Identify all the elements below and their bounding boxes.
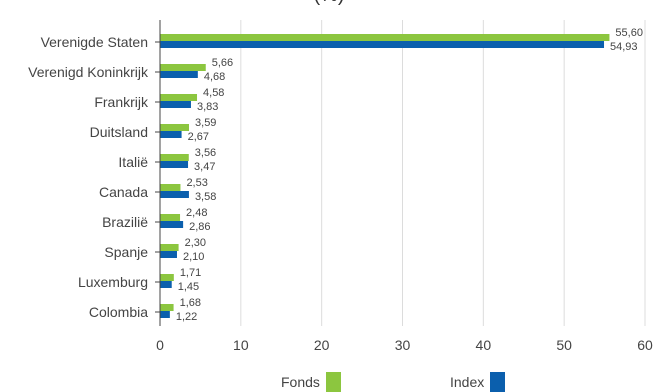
bar-index [160,221,184,228]
value-label-index: 3,47 [194,161,215,173]
x-tick-label: 40 [476,337,492,353]
value-label-index: 54,93 [610,41,638,53]
value-label-index: 1,22 [176,311,197,323]
bar-index [160,101,191,108]
legend-item-index: Index [450,372,506,392]
x-tick-label: 30 [395,337,411,353]
value-label-index: 4,68 [204,71,225,83]
x-tick-label: 20 [314,337,330,353]
value-label-index: 2,86 [189,221,210,233]
bar-fonds [160,124,190,131]
value-label-index: 3,58 [195,191,216,203]
legend-swatch-fonds [325,372,341,392]
legend-item-fonds: Fonds [281,372,341,392]
value-label-fonds: 5,66 [212,57,233,69]
legend-label-fonds: Fonds [281,374,320,390]
value-label-fonds: 3,59 [195,117,216,129]
category-label: Italië [118,154,148,170]
bar-index [160,131,182,138]
value-label-fonds: 3,56 [195,147,216,159]
bar-index [160,41,605,48]
value-label-fonds: 2,53 [186,177,207,189]
bar-fonds [160,244,179,251]
x-tick-label: 50 [556,337,572,353]
bar-fonds [160,64,206,71]
category-label: Brazilië [102,214,148,230]
x-tick-label: 10 [233,337,249,353]
bar-index [160,281,172,288]
bar-fonds [160,184,181,191]
value-label-fonds: 4,58 [203,87,224,99]
value-label-index: 1,45 [178,281,199,293]
value-label-index: 3,83 [197,101,218,113]
value-label-fonds: 1,71 [180,267,201,279]
category-label: Spanje [104,244,148,260]
category-label: Canada [99,184,148,200]
bar-index [160,191,189,198]
x-tick-label: 60 [637,337,653,353]
category-label: Duitsland [90,124,148,140]
bar-fonds [160,304,174,311]
category-label: Colombia [89,304,148,320]
value-label-index: 2,10 [183,251,204,263]
chart-title: (%) [0,0,658,7]
x-tick-label: 0 [156,337,164,353]
value-label-fonds: 2,48 [186,207,207,219]
bar-index [160,311,170,318]
legend-label-index: Index [450,374,485,390]
category-label: Verenigd Koninkrijk [28,64,149,80]
category-label: Verenigde Staten [41,34,148,50]
bar-fonds [160,214,181,221]
value-label-index: 2,67 [188,131,209,143]
bar-index [160,251,177,258]
category-label: Luxemburg [78,274,148,290]
bar-fonds [160,34,610,41]
bar-fonds [160,154,189,161]
bar-fonds [160,94,198,101]
bar-index [160,71,198,78]
legend-swatch-index [490,372,506,392]
bar-fonds [160,274,174,281]
value-label-fonds: 1,68 [180,297,201,309]
value-label-fonds: 55,60 [615,27,643,39]
value-label-fonds: 2,30 [185,237,206,249]
category-label: Frankrijk [94,94,149,110]
bar-index [160,161,189,168]
